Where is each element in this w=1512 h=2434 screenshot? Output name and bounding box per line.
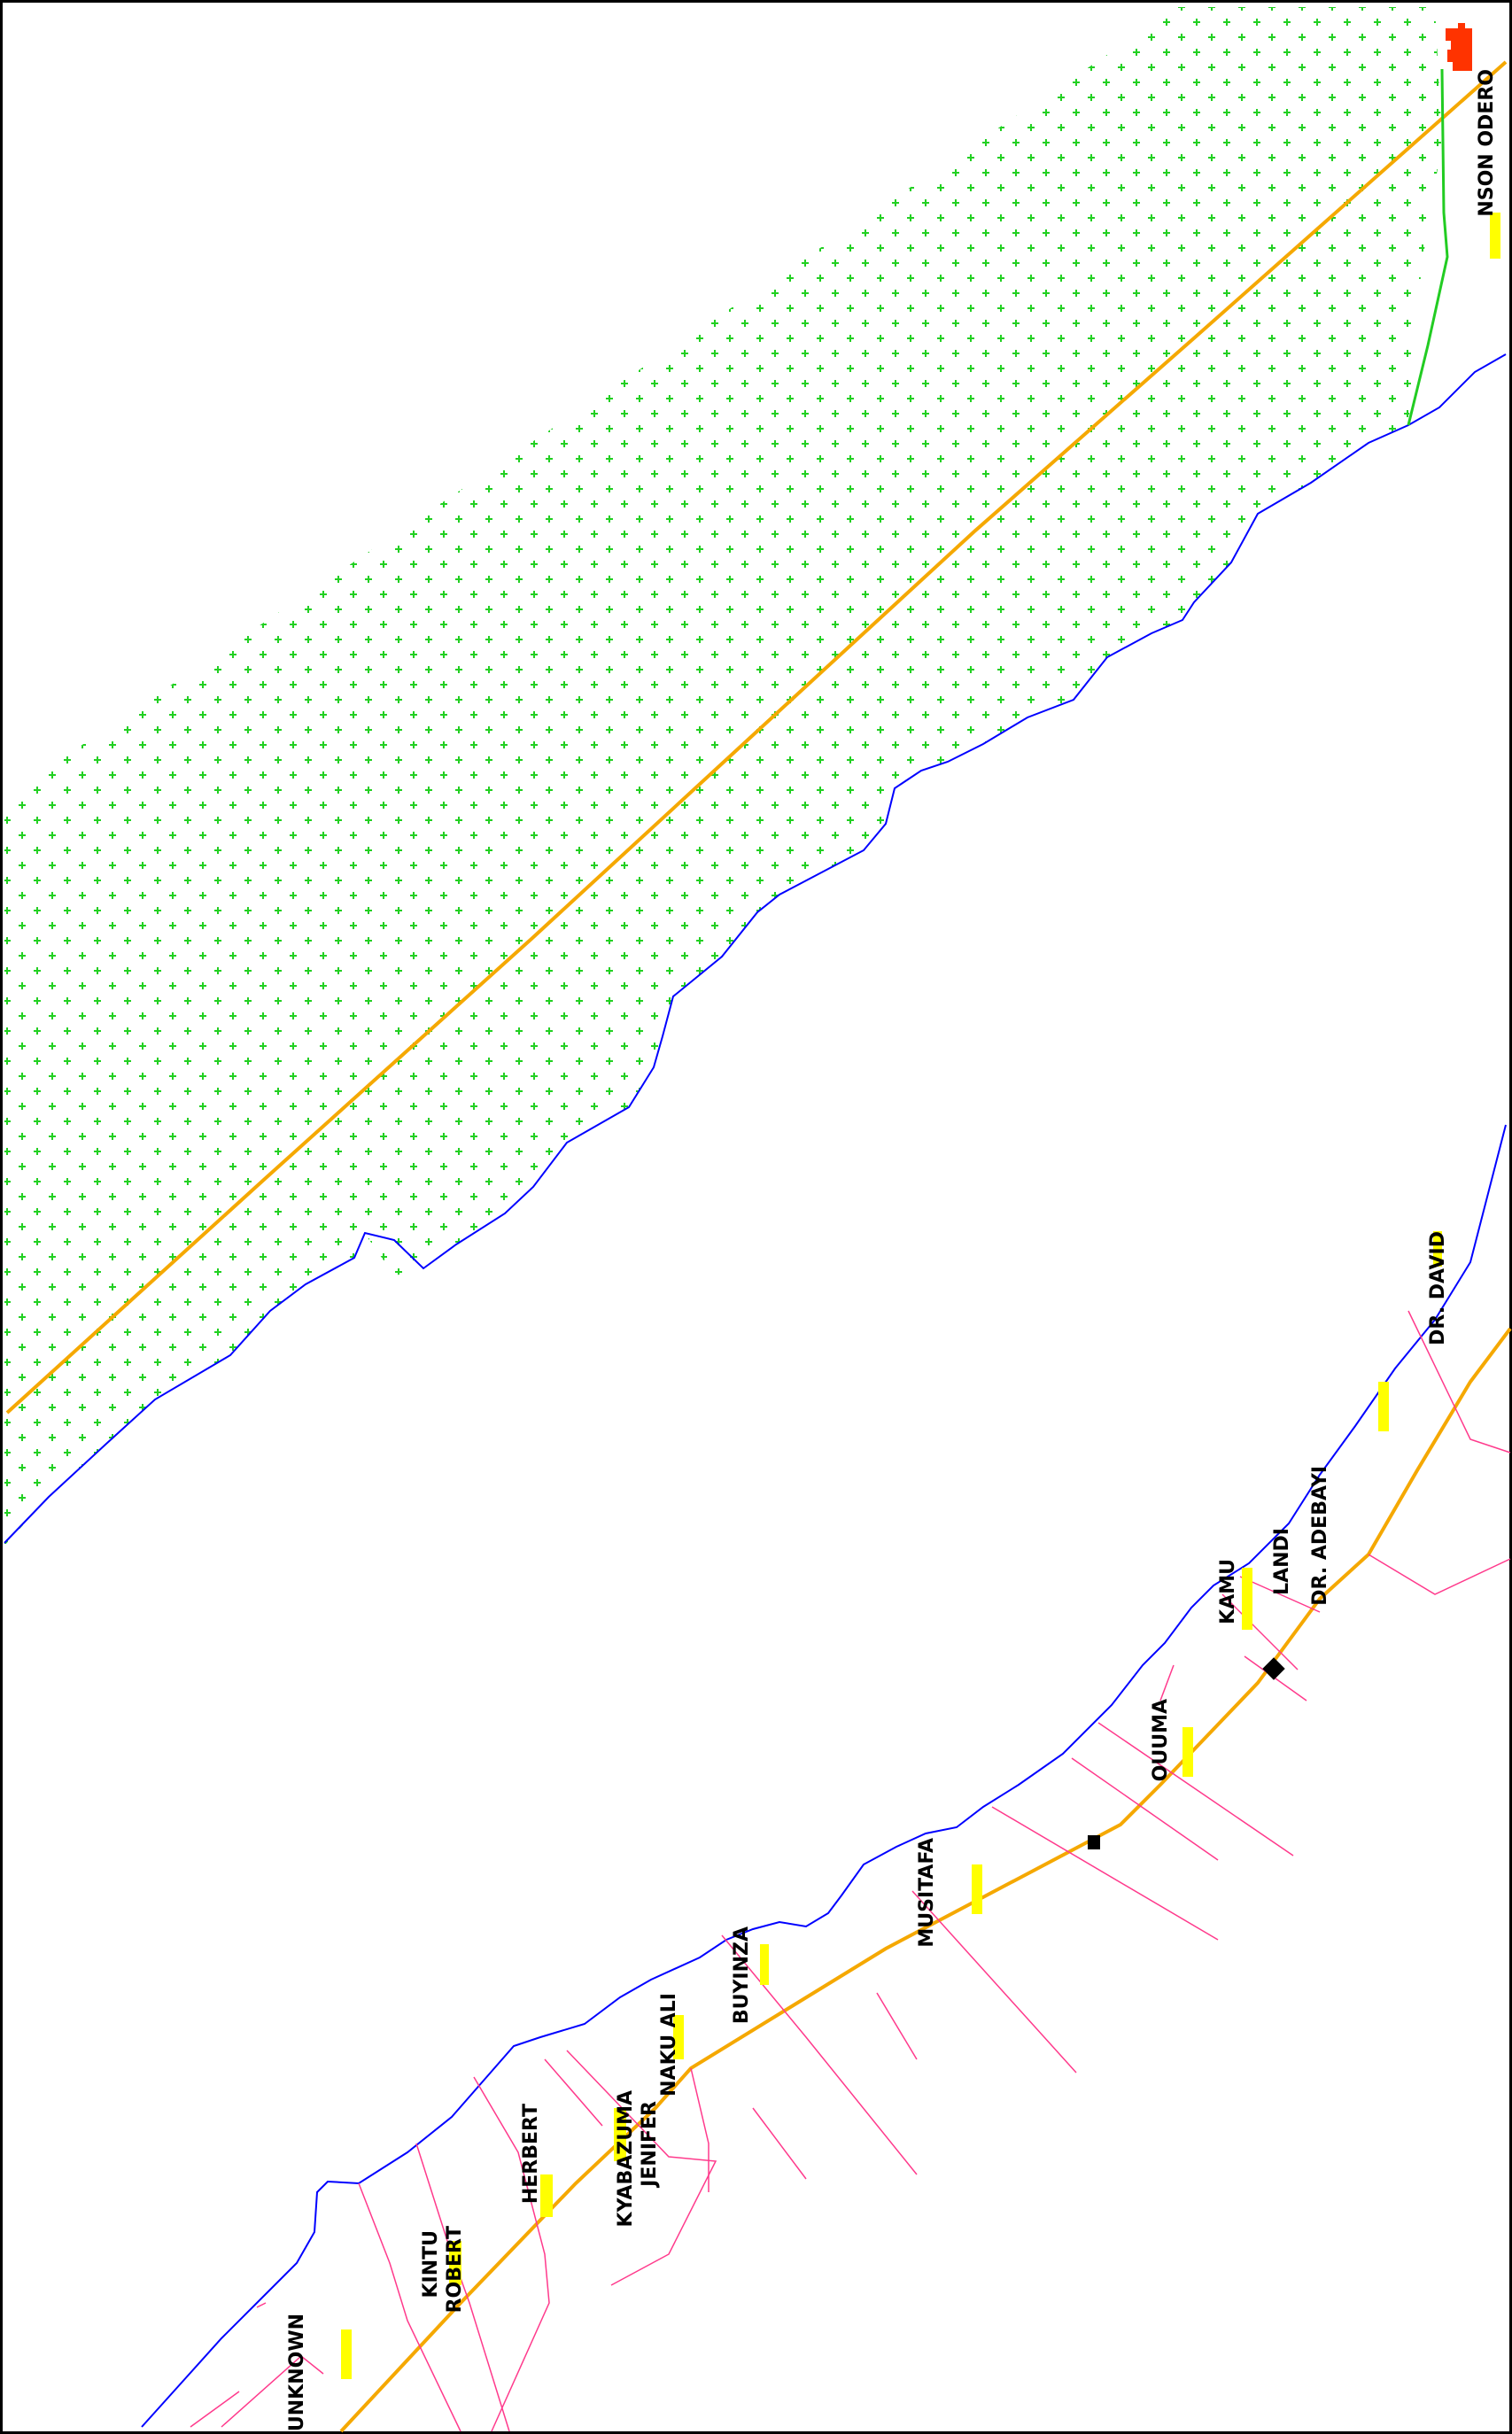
label-robert: ROBERT	[444, 2226, 466, 2313]
label-nson-odero: NSON ODERO	[1476, 69, 1498, 217]
parcel-owner-labels: NSON ODERO DR. DAVID DR. ADEBAYI LANDI K…	[286, 69, 1498, 2431]
label-unknown: UNKNOWN	[286, 2314, 308, 2431]
river-bank-north	[4, 353, 1507, 1544]
label-kyabazuma: KYABAZUMA	[615, 2090, 637, 2227]
label-buyinza: BUYINZA	[731, 1926, 753, 2024]
label-dr-adebayi: DR. ADEBAYI	[1309, 1466, 1331, 1606]
label-kamu: KAMU	[1217, 1559, 1239, 1624]
road-south	[339, 1327, 1512, 2433]
river-bank-south	[141, 1124, 1507, 2428]
building	[1088, 1835, 1100, 1849]
structure-red	[1446, 23, 1472, 71]
green-boundary-line	[1407, 68, 1449, 426]
label-jenifer: JENIFER	[639, 2101, 661, 2189]
label-landi: LANDI	[1271, 1528, 1293, 1595]
label-dr-david: DR. DAVID	[1427, 1231, 1449, 1345]
label-ouuma: OUUMA	[1150, 1699, 1172, 1781]
label-naku-ali: NAKU ALI	[658, 1993, 680, 2097]
label-musitafa: MUSITAFA	[916, 1838, 938, 1948]
label-herbert: HERBERT	[520, 2104, 542, 2204]
road-north	[5, 60, 1508, 1415]
building	[1262, 1657, 1285, 1680]
vegetation-area	[4, 7, 1442, 1546]
label-kintu: KINTU	[420, 2230, 442, 2298]
parcel-tags	[341, 213, 1500, 2379]
